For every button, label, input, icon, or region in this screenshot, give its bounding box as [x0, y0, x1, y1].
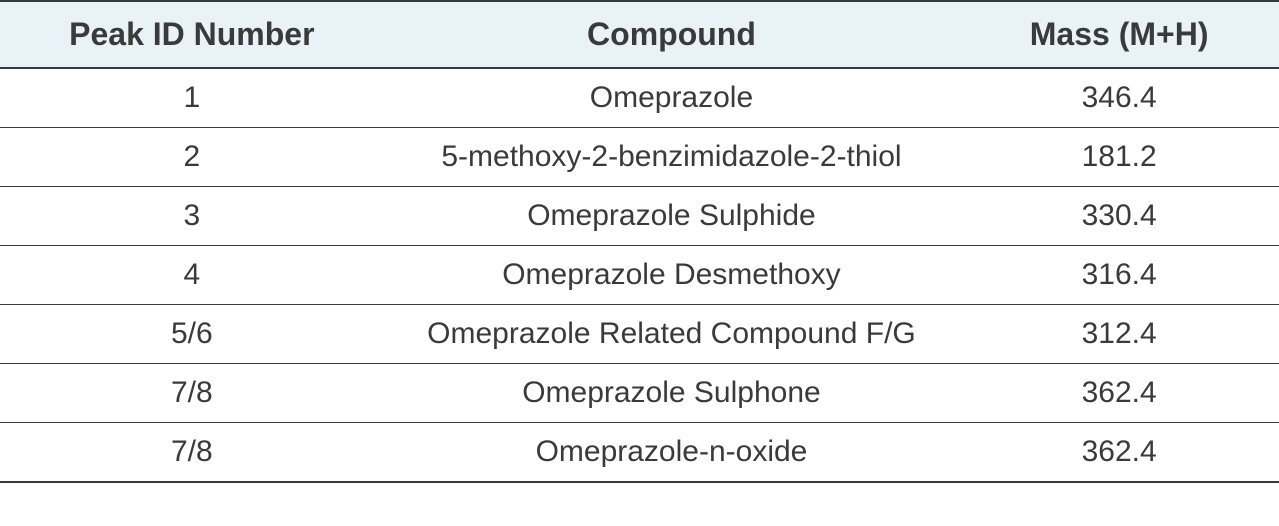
- cell-peak-id: 7/8: [0, 423, 384, 483]
- header-mass: Mass (M+H): [959, 1, 1279, 68]
- compound-table: Peak ID Number Compound Mass (M+H) 1 Ome…: [0, 0, 1279, 483]
- table-row: 4 Omeprazole Desmethoxy 316.4: [0, 246, 1279, 305]
- table-row: 3 Omeprazole Sulphide 330.4: [0, 187, 1279, 246]
- table-header: Peak ID Number Compound Mass (M+H): [0, 1, 1279, 68]
- cell-mass: 316.4: [959, 246, 1279, 305]
- cell-peak-id: 4: [0, 246, 384, 305]
- cell-mass: 362.4: [959, 423, 1279, 483]
- table-row: 1 Omeprazole 346.4: [0, 68, 1279, 128]
- header-compound: Compound: [384, 1, 960, 68]
- cell-peak-id: 7/8: [0, 364, 384, 423]
- cell-peak-id: 5/6: [0, 305, 384, 364]
- table-header-row: Peak ID Number Compound Mass (M+H): [0, 1, 1279, 68]
- cell-mass: 362.4: [959, 364, 1279, 423]
- table-row: 7/8 Omeprazole Sulphone 362.4: [0, 364, 1279, 423]
- cell-compound: Omeprazole Sulphone: [384, 364, 960, 423]
- cell-peak-id: 2: [0, 128, 384, 187]
- table-body: 1 Omeprazole 346.4 2 5-methoxy-2-benzimi…: [0, 68, 1279, 482]
- cell-peak-id: 1: [0, 68, 384, 128]
- cell-compound: Omeprazole-n-oxide: [384, 423, 960, 483]
- cell-compound: Omeprazole Sulphide: [384, 187, 960, 246]
- cell-compound: 5-methoxy-2-benzimidazole-2-thiol: [384, 128, 960, 187]
- cell-mass: 312.4: [959, 305, 1279, 364]
- header-peak-id: Peak ID Number: [0, 1, 384, 68]
- cell-mass: 181.2: [959, 128, 1279, 187]
- cell-compound: Omeprazole: [384, 68, 960, 128]
- cell-peak-id: 3: [0, 187, 384, 246]
- cell-mass: 346.4: [959, 68, 1279, 128]
- table-row: 2 5-methoxy-2-benzimidazole-2-thiol 181.…: [0, 128, 1279, 187]
- cell-compound: Omeprazole Related Compound F/G: [384, 305, 960, 364]
- compound-table-container: Peak ID Number Compound Mass (M+H) 1 Ome…: [0, 0, 1279, 483]
- cell-compound: Omeprazole Desmethoxy: [384, 246, 960, 305]
- cell-mass: 330.4: [959, 187, 1279, 246]
- table-row: 5/6 Omeprazole Related Compound F/G 312.…: [0, 305, 1279, 364]
- table-row: 7/8 Omeprazole-n-oxide 362.4: [0, 423, 1279, 483]
